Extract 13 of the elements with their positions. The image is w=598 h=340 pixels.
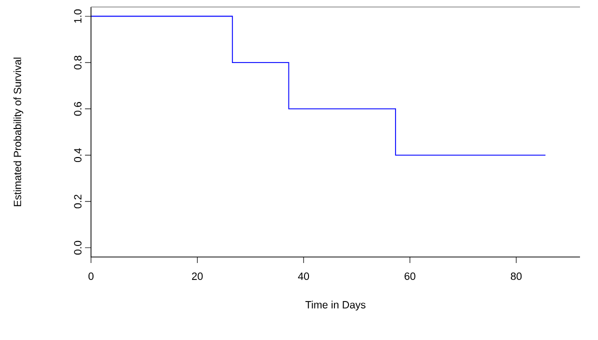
x-axis-title: Time in Days xyxy=(305,300,366,311)
y-tick-label: 0.0 xyxy=(74,240,82,255)
y-axis-title: Estimated Probability of Survival xyxy=(13,58,24,206)
x-tick-label: 0 xyxy=(88,272,94,280)
y-tick-label: 0.2 xyxy=(74,194,82,208)
y-tick-label: 0.4 xyxy=(74,148,82,162)
x-tick-label: 20 xyxy=(192,272,203,280)
x-tick-label: 60 xyxy=(404,272,416,280)
x-tick-label: 80 xyxy=(510,272,522,280)
y-tick-label: 1.0 xyxy=(74,9,82,23)
x-tick-label: 40 xyxy=(298,272,310,280)
y-tick-label: 0.8 xyxy=(74,56,82,70)
y-tick-label: 0.6 xyxy=(74,102,82,116)
